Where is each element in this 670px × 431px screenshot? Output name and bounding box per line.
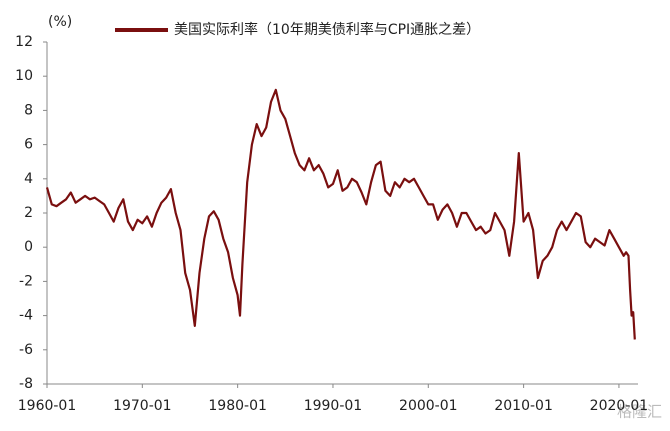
y-tick-label: 0	[24, 239, 33, 255]
y-tick-label: -4	[19, 308, 33, 324]
x-tick-label: 1990-01	[304, 398, 363, 414]
y-tick-label: -6	[19, 342, 33, 358]
x-tick-label: 2020-01	[590, 398, 649, 414]
data-line	[45, 88, 636, 340]
x-tick-label: 1980-01	[208, 398, 267, 414]
y-tick-label: 10	[15, 68, 33, 84]
x-tick-label: 1960-01	[18, 398, 77, 414]
y-tick-label: -2	[19, 273, 33, 289]
y-tick-label: 12	[15, 34, 33, 50]
x-tick-label: 1970-01	[113, 398, 172, 414]
y-tick-label: 8	[24, 102, 33, 118]
unit-label: (%)	[48, 14, 72, 30]
y-tick-label: -8	[19, 376, 33, 392]
x-tick-label: 2010-01	[494, 398, 553, 414]
y-tick-label: 2	[24, 205, 33, 221]
x-tick-label: 2000-01	[399, 398, 458, 414]
watermark: 格隆汇	[617, 403, 662, 421]
y-tick-label: 4	[24, 171, 33, 187]
y-tick-label: 6	[24, 137, 33, 153]
legend-label: 美国实际利率（10年期美债利率与CPI通胀之差）	[174, 21, 480, 38]
